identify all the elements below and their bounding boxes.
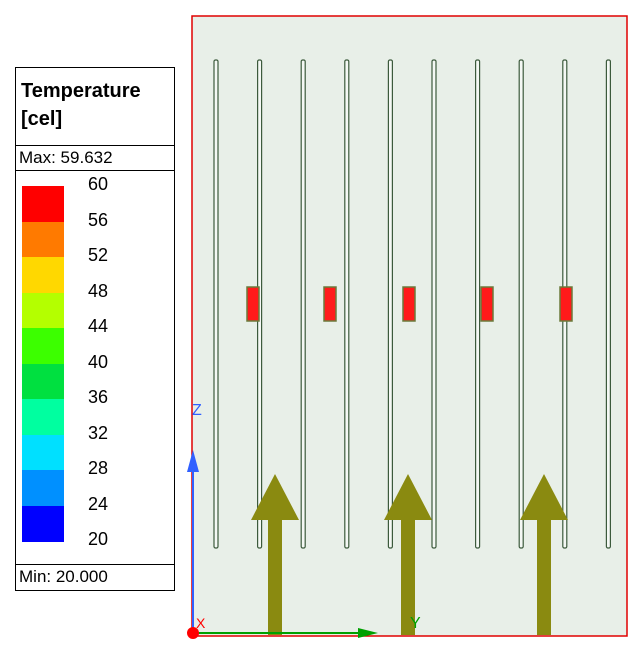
- legend-min: Min: 20.000: [19, 567, 108, 586]
- airflow-arrow-head: [520, 474, 568, 520]
- legend-tick-label: 24: [88, 493, 109, 514]
- legend-divider: [16, 170, 174, 171]
- airflow-arrow-shaft: [268, 515, 282, 635]
- legend-title-line2: [cel]: [21, 108, 63, 130]
- heatsink-fin: [475, 59, 481, 549]
- origin-point: [187, 627, 199, 639]
- legend-tick-label: 32: [88, 422, 109, 443]
- legend-title-line1: Temperature: [21, 80, 141, 102]
- legend-title: Temperature [cel]: [16, 68, 174, 146]
- heatsink-fin: [518, 59, 524, 549]
- y-axis-arrowhead: [358, 628, 378, 638]
- airflow-arrow-shaft: [537, 515, 551, 635]
- legend-tick-label: 52: [88, 245, 109, 265]
- heat-source-chip: [246, 286, 260, 322]
- legend-tick-label: 44: [88, 316, 109, 336]
- color-band: [22, 257, 64, 293]
- heatsink-fin: [213, 59, 219, 549]
- airflow-arrow-head: [384, 474, 432, 520]
- legend-divider: [16, 564, 174, 565]
- legend-divider: [16, 145, 174, 146]
- heatsink-fin: [605, 59, 612, 549]
- color-band: [22, 221, 64, 258]
- heat-source-chip: [402, 286, 416, 322]
- heatsink-fin: [431, 59, 437, 549]
- z-axis-arrowhead: [187, 450, 199, 472]
- legend-tick-label: 36: [88, 387, 109, 407]
- airflow-arrow-shaft: [401, 515, 415, 635]
- heat-source-chip: [480, 286, 494, 322]
- legend-tick-label: 60: [88, 174, 109, 194]
- coordinate-triad: Z Y X: [187, 402, 421, 639]
- legend-max: Max: 59.632: [19, 148, 113, 167]
- y-axis-label: Y: [410, 615, 421, 632]
- color-band: [22, 186, 64, 222]
- legend-tick-label: 48: [88, 280, 109, 301]
- color-band: [22, 470, 64, 506]
- heatsink-fin: [300, 59, 306, 549]
- color-band: [22, 328, 64, 364]
- color-band: [22, 399, 64, 435]
- heat-sources: [246, 286, 573, 322]
- airflow-arrow: [251, 474, 299, 635]
- color-band: [22, 363, 64, 400]
- legend-tick-label: 40: [88, 351, 109, 372]
- heatsink-fin: [344, 59, 350, 549]
- temperature-legend: Temperature [cel] Max: 59.632 Min: 20.00…: [15, 67, 175, 591]
- heatsink-fin: [387, 59, 393, 549]
- color-band: [22, 505, 64, 542]
- color-band: [22, 434, 64, 471]
- heat-source-chip: [323, 286, 337, 322]
- x-axis-label: X: [196, 615, 206, 631]
- z-axis-label: Z: [192, 402, 202, 419]
- airflow-arrow: [384, 474, 432, 635]
- legend-tick-label: 20: [88, 529, 109, 549]
- legend-tick-label: 56: [88, 209, 109, 230]
- color-band: [22, 292, 64, 329]
- legend-tick-label: 28: [88, 458, 109, 478]
- airflow-arrows: [251, 474, 568, 635]
- airflow-arrow-head: [251, 474, 299, 520]
- airflow-arrow: [520, 474, 568, 635]
- heat-source-chip: [559, 286, 573, 322]
